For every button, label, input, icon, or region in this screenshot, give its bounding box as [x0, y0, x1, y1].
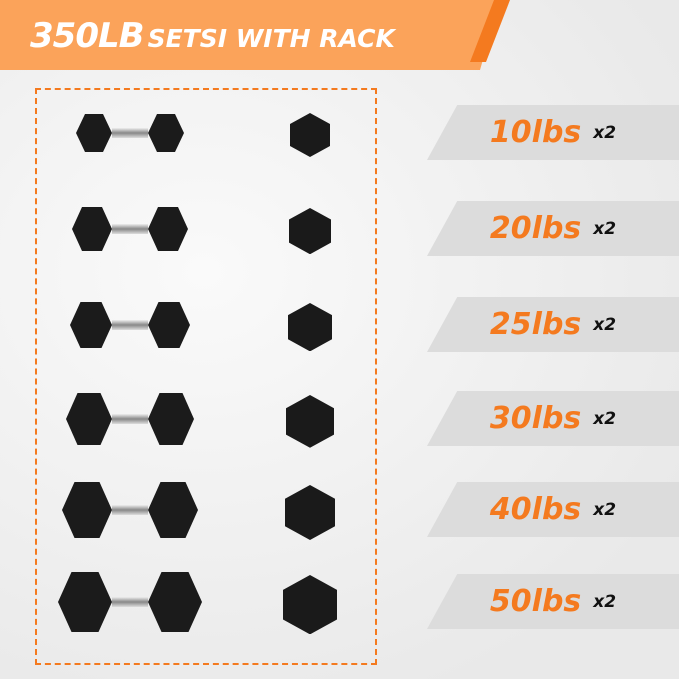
quantity: x2 [593, 122, 617, 143]
header-title: 350LB SETSI WITH RACK [30, 16, 395, 56]
weight-label: 25lbs x2 [427, 297, 679, 352]
quantity: x2 [593, 314, 617, 335]
hex-end-view [289, 208, 331, 255]
dumbbell-head [148, 482, 198, 538]
weight-value: 25lbs [489, 307, 582, 342]
quantity: x2 [593, 408, 617, 429]
dumbbell-head [148, 114, 184, 152]
dumbbell-head [76, 114, 112, 152]
weight-label: 40lbs x2 [427, 482, 679, 537]
weight-value: 50lbs [489, 584, 582, 619]
dumbbell-head [148, 207, 188, 251]
dumbbell-handle [112, 320, 148, 330]
dumbbell-handle [112, 128, 148, 138]
dumbbell-head [72, 207, 112, 251]
dumbbell-head [58, 572, 112, 632]
dumbbell [58, 572, 202, 632]
weight-value: 30lbs [489, 401, 582, 436]
dumbbell [62, 482, 198, 538]
dumbbell-handle [112, 505, 148, 515]
weight-label: 30lbs x2 [427, 391, 679, 446]
quantity: x2 [593, 218, 617, 239]
dumbbell-head [148, 393, 194, 445]
weight-value: 20lbs [489, 211, 582, 246]
dumbbell-head [148, 572, 202, 632]
dumbbell-head [148, 302, 190, 348]
dumbbell [70, 302, 190, 348]
quantity: x2 [593, 499, 617, 520]
quantity: x2 [593, 591, 617, 612]
weight-label: 20lbs x2 [427, 201, 679, 256]
dumbbell-handle [112, 224, 148, 234]
hex-end-view [283, 575, 337, 635]
dumbbell-area [35, 88, 377, 665]
dumbbell [72, 207, 188, 251]
dumbbell-head [66, 393, 112, 445]
weight-label: 50lbs x2 [427, 574, 679, 629]
dumbbell-head [62, 482, 112, 538]
dumbbell-handle [112, 597, 148, 607]
dumbbell [76, 114, 184, 152]
weight-value: 40lbs [489, 492, 582, 527]
dumbbell [66, 393, 194, 445]
weight-label: 10lbs x2 [427, 105, 679, 160]
dumbbell-head [70, 302, 112, 348]
dumbbell-handle [112, 414, 148, 424]
header-banner [0, 0, 500, 70]
weight-value: 10lbs [489, 115, 582, 150]
